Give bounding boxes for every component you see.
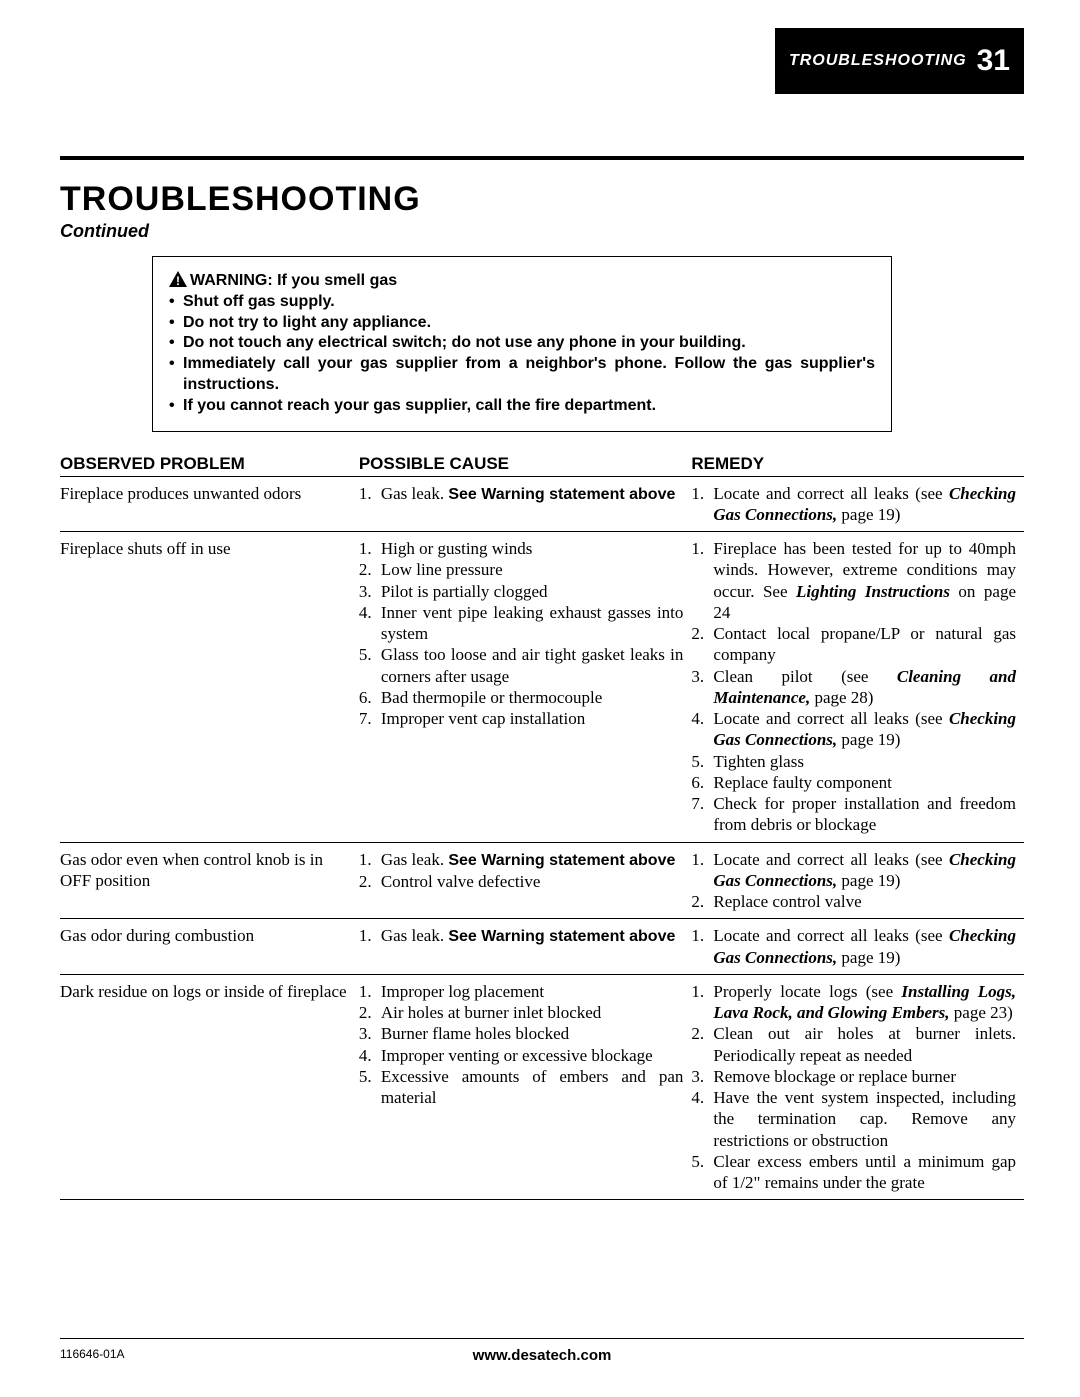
continued-label: Continued [60, 221, 1024, 242]
list-item: Glass too loose and air tight gasket lea… [359, 644, 684, 687]
header-page-number: 31 [977, 44, 1010, 78]
list-item: Air holes at burner inlet blocked [359, 1002, 684, 1023]
list-item: Locate and correct all leaks (see Checki… [691, 708, 1016, 751]
header-remedy: REMEDY [691, 454, 1024, 477]
list-item: Inner vent pipe leaking exhaust gasses i… [359, 602, 684, 645]
cell-cause: High or gusting windsLow line pressurePi… [359, 532, 692, 843]
warning-item: Shut off gas supply. [169, 292, 875, 313]
top-rule [60, 156, 1024, 160]
svg-text:!: ! [176, 274, 180, 287]
list-item: Improper venting or excessive blockage [359, 1045, 684, 1066]
list-item: Gas leak. See Warning statement above [359, 483, 684, 505]
warning-item: Immediately call your gas supplier from … [169, 354, 875, 396]
header-section-label: TROUBLESHOOTING [789, 52, 967, 70]
troubleshooting-table: OBSERVED PROBLEM POSSIBLE CAUSE REMEDY F… [60, 454, 1024, 1201]
list-item: Locate and correct all leaks (see Checki… [691, 925, 1016, 968]
list-item: Locate and correct all leaks (see Checki… [691, 849, 1016, 892]
list-item: Properly locate logs (see Installing Log… [691, 981, 1016, 1024]
cell-remedy: Locate and correct all leaks (see Checki… [691, 842, 1024, 919]
list-item: Fireplace has been tested for up to 40mp… [691, 538, 1016, 623]
list-item: Gas leak. See Warning statement above [359, 849, 684, 871]
list-item: Improper log placement [359, 981, 684, 1002]
list-item: Have the vent system inspected, includin… [691, 1087, 1016, 1151]
warning-item: If you cannot reach your gas supplier, c… [169, 396, 875, 417]
page-content: TROUBLESHOOTING Continued ! WARNING: If y… [60, 156, 1024, 1200]
warning-box: ! WARNING: If you smell gas Shut off gas … [152, 256, 892, 432]
list-item: Contact local propane/LP or natural gas … [691, 623, 1016, 666]
cell-cause: Improper log placementAir holes at burne… [359, 974, 692, 1200]
header-problem: OBSERVED PROBLEM [60, 454, 359, 477]
cell-remedy: Properly locate logs (see Installing Log… [691, 974, 1024, 1200]
list-item: Excessive amounts of embers and pan mate… [359, 1066, 684, 1109]
cell-problem: Gas odor during combustion [60, 919, 359, 975]
cell-problem: Dark residue on logs or inside of firepl… [60, 974, 359, 1200]
cell-problem: Fireplace shuts off in use [60, 532, 359, 843]
cell-remedy: Fireplace has been tested for up to 40mp… [691, 532, 1024, 843]
warning-lead-text: WARNING: If you smell gas [190, 272, 397, 289]
table-row: Gas odor during combustionGas leak. See … [60, 919, 1024, 975]
list-item: Pilot is partially clogged [359, 581, 684, 602]
list-item: Replace control valve [691, 891, 1016, 912]
table-header-row: OBSERVED PROBLEM POSSIBLE CAUSE REMEDY [60, 454, 1024, 477]
list-item: Control valve defective [359, 871, 684, 892]
warning-list: Shut off gas supply.Do not try to light … [169, 292, 875, 417]
list-item: Tighten glass [691, 751, 1016, 772]
table-row: Gas odor even when control knob is in OF… [60, 842, 1024, 919]
list-item: Clean pilot (see Cleaning and Maintenanc… [691, 666, 1016, 709]
cell-cause: Gas leak. See Warning statement aboveCon… [359, 842, 692, 919]
footer-url: www.desatech.com [473, 1347, 612, 1364]
cell-remedy: Locate and correct all leaks (see Checki… [691, 919, 1024, 975]
warning-item: Do not try to light any appliance. [169, 313, 875, 334]
list-item: Clean out air holes at burner inlets. Pe… [691, 1023, 1016, 1066]
page-header-box: TROUBLESHOOTING 31 [775, 28, 1024, 94]
footer-doc-number: 116646-01A [60, 1347, 125, 1361]
list-item: Locate and correct all leaks (see Checki… [691, 483, 1016, 526]
cell-cause: Gas leak. See Warning statement above [359, 476, 692, 532]
header-cause: POSSIBLE CAUSE [359, 454, 692, 477]
warning-icon: ! [169, 271, 187, 287]
page-footer: 116646-01A www.desatech.com [60, 1338, 1024, 1361]
list-item: High or gusting winds [359, 538, 684, 559]
cell-cause: Gas leak. See Warning statement above [359, 919, 692, 975]
table-row: Fireplace produces unwanted odorsGas lea… [60, 476, 1024, 532]
list-item: Replace faulty component [691, 772, 1016, 793]
cell-remedy: Locate and correct all leaks (see Checki… [691, 476, 1024, 532]
list-item: Check for proper installation and freedo… [691, 793, 1016, 836]
list-item: Improper vent cap installation [359, 708, 684, 729]
list-item: Clear excess embers until a minimum gap … [691, 1151, 1016, 1194]
list-item: Burner flame holes blocked [359, 1023, 684, 1044]
table-row: Dark residue on logs or inside of firepl… [60, 974, 1024, 1200]
warning-heading: ! WARNING: If you smell gas [169, 272, 397, 289]
page-title: TROUBLESHOOTING [60, 180, 1024, 219]
warning-item: Do not touch any electrical switch; do n… [169, 333, 875, 354]
cell-problem: Fireplace produces unwanted odors [60, 476, 359, 532]
table-row: Fireplace shuts off in useHigh or gustin… [60, 532, 1024, 843]
list-item: Low line pressure [359, 559, 684, 580]
list-item: Bad thermopile or thermocouple [359, 687, 684, 708]
list-item: Remove blockage or replace burner [691, 1066, 1016, 1087]
list-item: Gas leak. See Warning statement above [359, 925, 684, 947]
cell-problem: Gas odor even when control knob is in OF… [60, 842, 359, 919]
